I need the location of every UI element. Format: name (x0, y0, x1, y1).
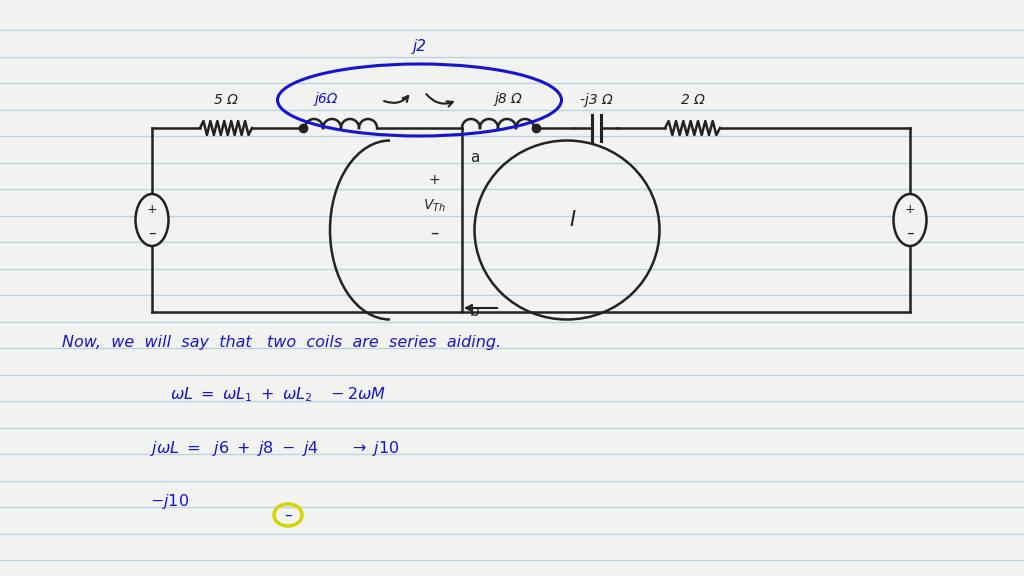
Text: j8 Ω: j8 Ω (495, 92, 522, 106)
Text: $\omega L\ =\ \omega L_1\ +\ \omega L_2\quad -2\omega M$: $\omega L\ =\ \omega L_1\ +\ \omega L_2\… (170, 385, 386, 404)
Text: –: – (285, 507, 292, 522)
Text: –: – (430, 224, 438, 242)
Text: 2 Ω: 2 Ω (681, 93, 705, 107)
Text: $j\omega L\ =\ \ j6\ +\ j8\ -\ j4\qquad\rightarrow\ j10$: $j\omega L\ =\ \ j6\ +\ j8\ -\ j4\qquad\… (150, 439, 399, 458)
Text: $-j10$: $-j10$ (150, 492, 189, 511)
Text: j2: j2 (413, 39, 427, 54)
Text: 5 Ω: 5 Ω (214, 93, 238, 107)
Text: Now,  we  will  say  that   two  coils  are  series  aiding.: Now, we will say that two coils are seri… (62, 335, 501, 350)
Text: –: – (148, 225, 156, 241)
Text: I: I (569, 210, 575, 230)
Text: +: + (146, 203, 158, 215)
Text: -j3 Ω: -j3 Ω (580, 93, 612, 107)
Ellipse shape (894, 194, 927, 246)
Text: $V_{Th}$: $V_{Th}$ (423, 198, 445, 214)
Ellipse shape (135, 194, 169, 246)
Text: b: b (470, 304, 480, 319)
Text: +: + (904, 203, 915, 215)
Text: +: + (428, 173, 440, 187)
Text: a: a (470, 150, 479, 165)
Text: j6Ω: j6Ω (314, 92, 338, 106)
Text: –: – (906, 225, 913, 241)
